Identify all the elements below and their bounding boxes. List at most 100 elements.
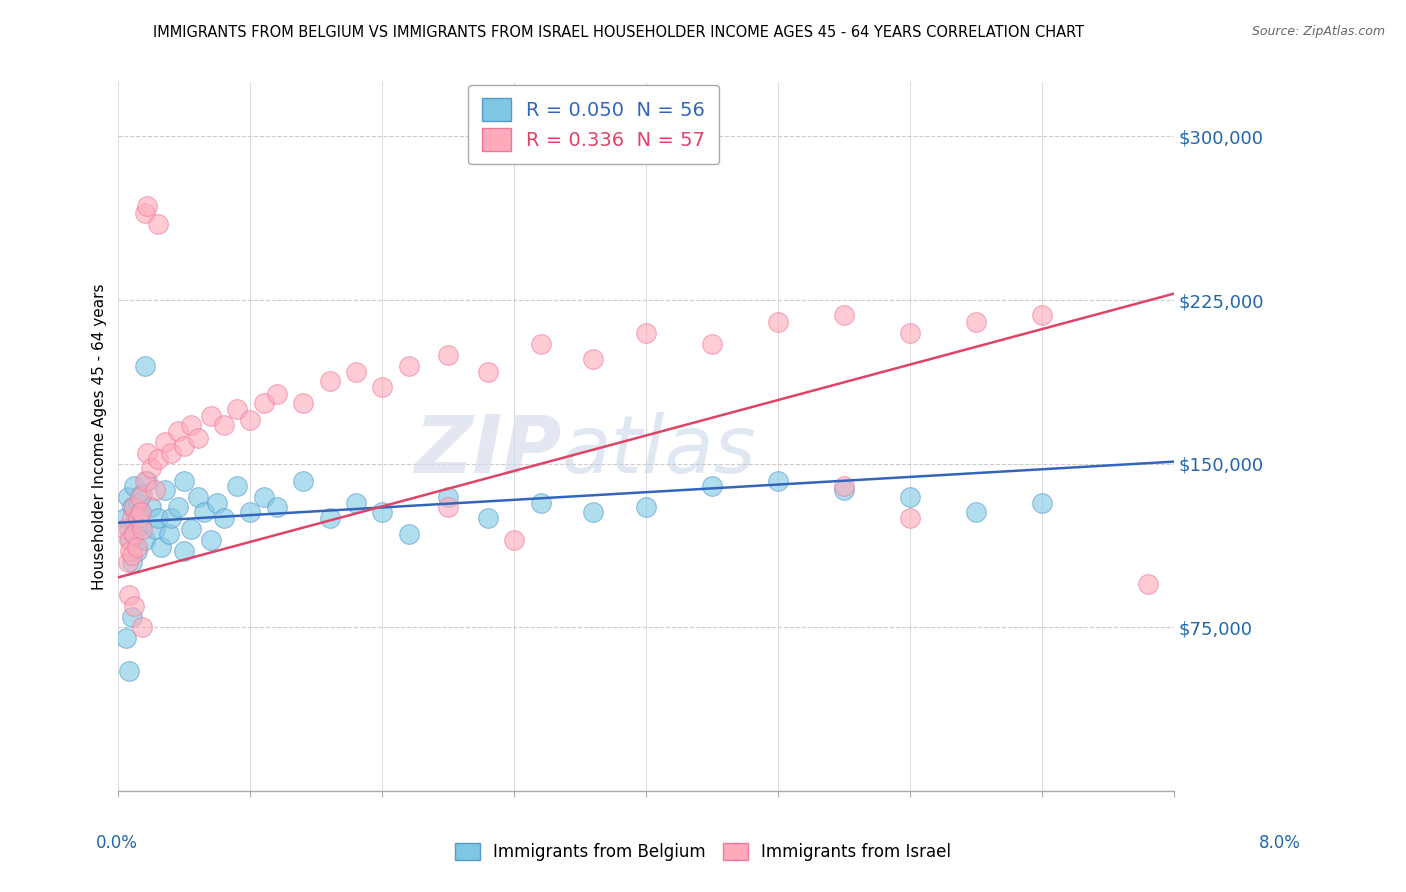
Point bbox=[266, 500, 288, 515]
Point bbox=[118, 533, 141, 548]
Text: IMMIGRANTS FROM BELGIUM VS IMMIGRANTS FROM ISRAEL HOUSEHOLDER INCOME AGES 45 - 6: IMMIGRANTS FROM BELGIUM VS IMMIGRANTS FR… bbox=[153, 25, 1084, 40]
Point bbox=[124, 599, 146, 613]
Point bbox=[157, 526, 180, 541]
Point bbox=[832, 309, 855, 323]
Point bbox=[1031, 309, 1053, 323]
Legend: Immigrants from Belgium, Immigrants from Israel: Immigrants from Belgium, Immigrants from… bbox=[449, 836, 957, 868]
Point bbox=[477, 511, 499, 525]
Point bbox=[371, 505, 394, 519]
Point bbox=[121, 549, 143, 563]
Point bbox=[125, 540, 148, 554]
Point bbox=[344, 496, 367, 510]
Point bbox=[530, 336, 553, 351]
Point bbox=[136, 446, 159, 460]
Point bbox=[318, 511, 340, 525]
Point bbox=[239, 413, 262, 427]
Point bbox=[832, 483, 855, 497]
Point bbox=[141, 461, 163, 475]
Point bbox=[136, 475, 159, 489]
Text: Source: ZipAtlas.com: Source: ZipAtlas.com bbox=[1251, 25, 1385, 38]
Point bbox=[146, 452, 169, 467]
Point bbox=[121, 609, 143, 624]
Point bbox=[252, 395, 274, 409]
Legend: R = 0.050  N = 56, R = 0.336  N = 57: R = 0.050 N = 56, R = 0.336 N = 57 bbox=[468, 85, 718, 164]
Point bbox=[1136, 577, 1159, 591]
Point bbox=[134, 475, 156, 489]
Point bbox=[437, 490, 460, 504]
Point bbox=[292, 475, 315, 489]
Point bbox=[146, 511, 169, 525]
Point bbox=[149, 540, 172, 554]
Point bbox=[226, 402, 249, 417]
Point bbox=[134, 206, 156, 220]
Point bbox=[114, 511, 136, 525]
Point bbox=[207, 496, 229, 510]
Point bbox=[145, 483, 167, 497]
Point bbox=[832, 478, 855, 492]
Point bbox=[530, 496, 553, 510]
Text: 8.0%: 8.0% bbox=[1258, 834, 1301, 852]
Point bbox=[145, 522, 167, 536]
Point bbox=[898, 326, 921, 340]
Point bbox=[173, 475, 195, 489]
Point bbox=[180, 417, 202, 432]
Point bbox=[160, 511, 183, 525]
Point bbox=[212, 417, 235, 432]
Point bbox=[166, 500, 188, 515]
Point bbox=[136, 199, 159, 213]
Point bbox=[115, 632, 138, 646]
Point bbox=[398, 359, 420, 373]
Point bbox=[120, 533, 142, 548]
Point bbox=[965, 315, 987, 329]
Point bbox=[292, 395, 315, 409]
Point bbox=[582, 505, 605, 519]
Point bbox=[187, 490, 209, 504]
Point bbox=[252, 490, 274, 504]
Point bbox=[153, 483, 176, 497]
Point bbox=[121, 555, 143, 569]
Point bbox=[146, 217, 169, 231]
Point bbox=[121, 511, 143, 525]
Point bbox=[200, 533, 222, 548]
Point bbox=[180, 522, 202, 536]
Point bbox=[768, 475, 790, 489]
Point bbox=[131, 522, 153, 536]
Point bbox=[124, 478, 146, 492]
Point bbox=[129, 517, 152, 532]
Point bbox=[898, 511, 921, 525]
Point bbox=[131, 487, 153, 501]
Point bbox=[117, 490, 139, 504]
Point bbox=[503, 533, 526, 548]
Point bbox=[128, 505, 150, 519]
Point bbox=[134, 359, 156, 373]
Y-axis label: Householder Income Ages 45 - 64 years: Householder Income Ages 45 - 64 years bbox=[93, 284, 107, 590]
Point bbox=[187, 431, 209, 445]
Point bbox=[121, 500, 143, 515]
Point bbox=[128, 490, 150, 504]
Point bbox=[437, 500, 460, 515]
Point bbox=[124, 500, 146, 515]
Point bbox=[344, 365, 367, 379]
Point bbox=[437, 348, 460, 362]
Point bbox=[371, 380, 394, 394]
Point bbox=[127, 511, 149, 525]
Point bbox=[702, 478, 724, 492]
Point bbox=[124, 526, 146, 541]
Point bbox=[153, 435, 176, 450]
Text: atlas: atlas bbox=[562, 412, 756, 490]
Point bbox=[965, 505, 987, 519]
Point bbox=[125, 544, 148, 558]
Point bbox=[124, 526, 146, 541]
Point bbox=[124, 511, 146, 525]
Point bbox=[166, 424, 188, 438]
Point bbox=[1031, 496, 1053, 510]
Point bbox=[318, 374, 340, 388]
Point bbox=[173, 544, 195, 558]
Point bbox=[160, 446, 183, 460]
Point bbox=[398, 526, 420, 541]
Point bbox=[226, 478, 249, 492]
Point bbox=[118, 664, 141, 678]
Text: ZIP: ZIP bbox=[415, 412, 562, 490]
Point bbox=[768, 315, 790, 329]
Point bbox=[702, 336, 724, 351]
